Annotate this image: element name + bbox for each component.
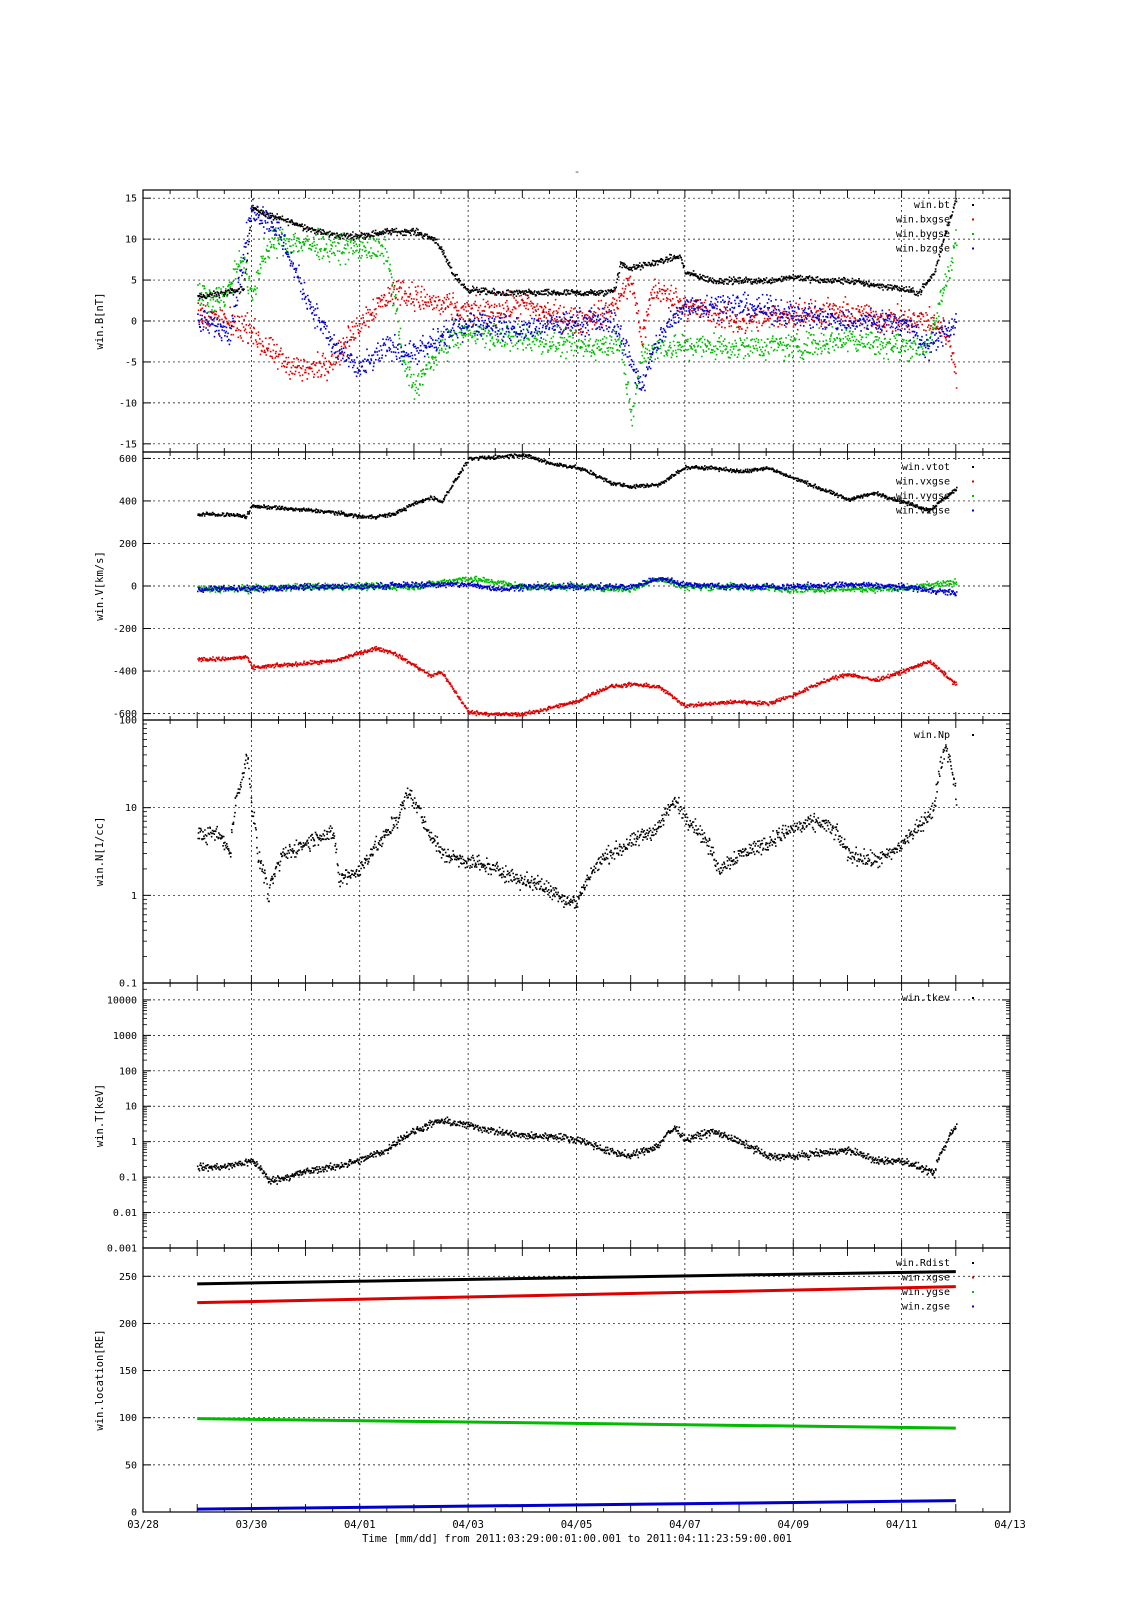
legend-marker-V: [972, 509, 974, 512]
series-loc-win-zgse: [197, 1499, 956, 1511]
legend-label-loc: win.ygse: [902, 1287, 950, 1298]
legend-marker-loc: [972, 1291, 974, 1293]
legend-label-V: win.vtot: [902, 462, 950, 473]
legend-label-loc: win.zgse: [902, 1302, 950, 1313]
legend-label-N: win.Np: [914, 730, 950, 741]
ylabel-N: win.N[1/cc]: [94, 817, 106, 887]
ytick-label-V: 600: [119, 454, 137, 465]
ytick-label-B: -5: [125, 357, 137, 368]
data-T: [196, 1116, 958, 1185]
ytick-label-V: 0: [131, 582, 137, 593]
ytick-label-T: 1: [131, 1137, 137, 1148]
ytick-label-B: -15: [119, 439, 137, 450]
legend-marker-B: [972, 247, 974, 250]
xtick-label: 03/30: [236, 1519, 268, 1531]
ylabel-loc: win.location[RE]: [94, 1329, 106, 1430]
ytick-label-loc: 150: [119, 1366, 137, 1377]
xtick-label: 03/28: [127, 1519, 159, 1531]
legend-marker-V: [972, 466, 974, 468]
time-axis-label: Time [mm/dd] from 2011:03:29:00:01:00.00…: [362, 1533, 792, 1545]
legend-marker-V: [972, 480, 974, 483]
ytick-label-T: 100: [119, 1066, 137, 1077]
series-loc-win-xgse: [197, 1285, 956, 1305]
legend-label-B: win.bt: [914, 200, 950, 211]
data-V: [197, 453, 958, 718]
xtick-label: 04/13: [994, 1519, 1026, 1531]
panels-group: -15-10-5051015win.B[nT]win.btwin.bxgsewi…: [94, 189, 1011, 1519]
figure-title: -: [574, 165, 581, 178]
legend-label-V: win.vxgse: [896, 477, 950, 488]
series-V-win-vzgse: [197, 577, 958, 597]
ytick-label-T: 0.1: [119, 1173, 137, 1184]
xtick-label: 04/11: [886, 1519, 918, 1531]
xtick-label: 04/07: [669, 1519, 701, 1531]
data-loc: [197, 1270, 956, 1511]
xtick-label: 04/01: [344, 1519, 376, 1531]
ytick-label-V: -400: [113, 667, 137, 678]
ytick-label-loc: 50: [125, 1460, 137, 1471]
ytick-label-V: 200: [119, 539, 137, 550]
ytick-label-V: -600: [113, 709, 137, 720]
ytick-label-T: 10: [125, 1102, 137, 1113]
ytick-label-T: 10000: [107, 995, 137, 1006]
legend-marker-T: [972, 997, 974, 999]
legend-label-V: win.vygse: [896, 491, 950, 502]
ytick-label-T: 0.001: [107, 1244, 137, 1255]
xtick-label: 04/09: [777, 1519, 809, 1531]
ytick-label-T: 0.01: [113, 1208, 137, 1219]
legend-label-B: win.bxgse: [896, 215, 950, 226]
legend-marker-loc: [972, 1305, 974, 1308]
ytick-label-N: 0.1: [119, 979, 137, 990]
ytick-label-B: 10: [125, 235, 137, 246]
series-V-win-vygse: [197, 575, 958, 595]
panel-V: -600 -400 -200 0 200 400 600 win.V[km/s] win.vto…: [94, 451, 1011, 721]
ytick-label-V: 400: [119, 496, 137, 507]
xtick-label: 04/03: [452, 1519, 484, 1531]
ytick-label-loc: 100: [119, 1413, 137, 1424]
legend-marker-loc: [972, 1276, 974, 1279]
legend-label-loc: win.xgse: [902, 1273, 950, 1284]
ylabel-T: win.T[keV]: [94, 1084, 106, 1147]
ylabel-B: win.B[nT]: [94, 293, 106, 350]
ytick-label-loc: 200: [119, 1319, 137, 1330]
time-axis: 03/28 03/30 04/01 04/03 04/05 04/07 04/09 04/11…: [127, 1519, 1026, 1531]
ytick-label-B: 5: [131, 276, 137, 287]
legend-label-B: win.bygse: [896, 229, 950, 240]
ytick-label-loc: 0: [131, 1508, 137, 1519]
ytick-label-T: 1000: [113, 1031, 137, 1042]
legend-marker-B: [972, 233, 974, 235]
legend-label-V: win.vzgse: [896, 506, 950, 517]
ytick-label-N: 1: [131, 891, 137, 902]
panel-loc: 0 50 100 150 200 250 win.location[RE] win.Rdist…: [94, 1247, 1011, 1519]
series-loc-win-Rdist: [197, 1270, 956, 1286]
ylabel-V: win.V[km/s]: [94, 551, 106, 621]
series-T-win-tkev: [196, 1116, 958, 1185]
data-B: [197, 198, 958, 427]
legend-marker-B: [972, 218, 974, 221]
ytick-label-B: 15: [125, 194, 137, 205]
ytick-label-B: 0: [131, 317, 137, 328]
legend-marker-N: [972, 734, 974, 736]
ytick-label-B: -10: [119, 398, 137, 409]
ytick-label-N: 100: [119, 716, 137, 727]
legend-marker-B: [972, 204, 974, 206]
series-loc-win-ygse: [197, 1417, 956, 1430]
ytick-label-loc: 250: [119, 1272, 137, 1283]
legend-marker-V: [972, 495, 974, 497]
legend-label-T: win.tkev: [902, 993, 950, 1004]
series-B-win-bygse: [197, 227, 958, 427]
legend-label-loc: win.Rdist: [896, 1258, 950, 1269]
panel-N: 0.1 1 10 100 win.N[1/cc] win.Np: [94, 716, 1011, 990]
xtick-label: 04/05: [561, 1519, 593, 1531]
ytick-label-V: -200: [113, 624, 137, 635]
ytick-label-N: 10: [125, 803, 137, 814]
legend-label-B: win.bzgse: [896, 244, 950, 255]
legend-marker-loc: [972, 1262, 974, 1264]
frame-loc: [142, 1247, 1011, 1513]
